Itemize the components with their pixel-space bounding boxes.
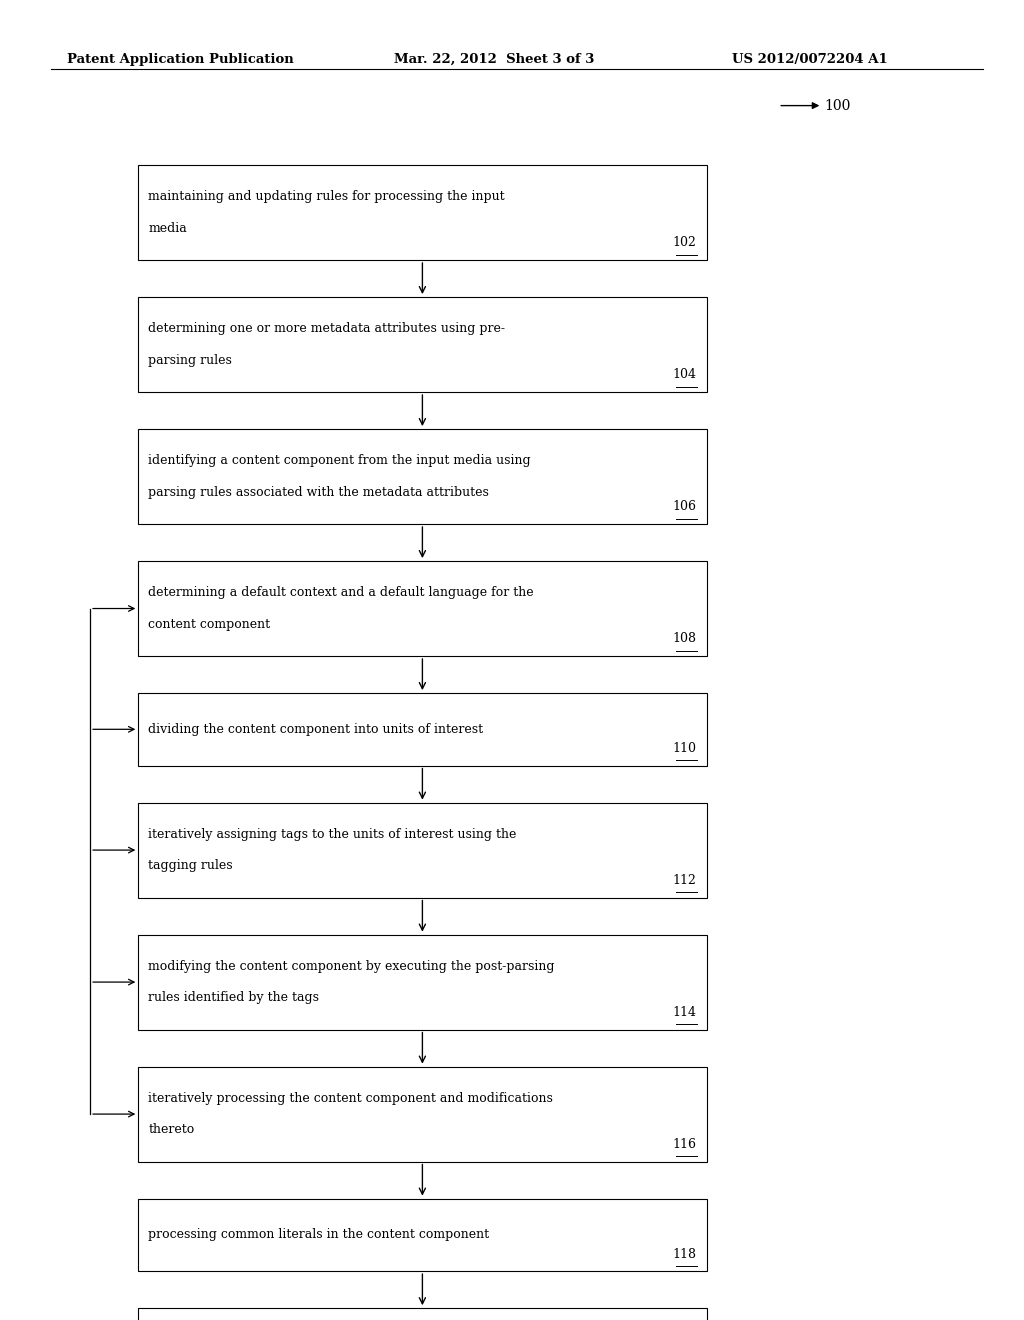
Bar xyxy=(138,429,707,524)
Text: 100: 100 xyxy=(824,99,851,112)
Text: processing common literals in the content component: processing common literals in the conten… xyxy=(148,1229,489,1241)
Bar xyxy=(138,693,707,766)
Bar xyxy=(138,165,707,260)
Text: Patent Application Publication: Patent Application Publication xyxy=(67,53,293,66)
Bar xyxy=(138,1199,707,1271)
Text: tagging rules: tagging rules xyxy=(148,859,233,873)
Text: 112: 112 xyxy=(673,874,696,887)
Text: 102: 102 xyxy=(673,236,696,249)
Text: Mar. 22, 2012  Sheet 3 of 3: Mar. 22, 2012 Sheet 3 of 3 xyxy=(394,53,595,66)
Text: 110: 110 xyxy=(673,742,696,755)
Bar xyxy=(138,803,707,898)
Text: 106: 106 xyxy=(673,500,696,513)
Bar xyxy=(138,297,707,392)
Text: 116: 116 xyxy=(673,1138,696,1151)
Text: content component: content component xyxy=(148,618,270,631)
Bar xyxy=(138,1067,707,1162)
Text: 118: 118 xyxy=(673,1247,696,1261)
Text: determining one or more metadata attributes using pre-: determining one or more metadata attribu… xyxy=(148,322,506,335)
Text: rules identified by the tags: rules identified by the tags xyxy=(148,991,319,1005)
Text: iteratively processing the content component and modifications: iteratively processing the content compo… xyxy=(148,1092,553,1105)
Text: US 2012/0072204 A1: US 2012/0072204 A1 xyxy=(732,53,888,66)
Text: media: media xyxy=(148,222,187,235)
Text: 114: 114 xyxy=(673,1006,696,1019)
Text: maintaining and updating rules for processing the input: maintaining and updating rules for proce… xyxy=(148,190,505,203)
Bar xyxy=(138,935,707,1030)
Text: identifying a content component from the input media using: identifying a content component from the… xyxy=(148,454,531,467)
Bar xyxy=(138,1308,707,1320)
Text: 108: 108 xyxy=(673,632,696,645)
Text: parsing rules associated with the metadata attributes: parsing rules associated with the metada… xyxy=(148,486,489,499)
Text: dividing the content component into units of interest: dividing the content component into unit… xyxy=(148,723,483,735)
Text: 104: 104 xyxy=(673,368,696,381)
Text: iteratively assigning tags to the units of interest using the: iteratively assigning tags to the units … xyxy=(148,828,517,841)
Text: parsing rules: parsing rules xyxy=(148,354,232,367)
Bar xyxy=(138,561,707,656)
Text: determining a default context and a default language for the: determining a default context and a defa… xyxy=(148,586,535,599)
Text: thereto: thereto xyxy=(148,1123,195,1137)
Text: modifying the content component by executing the post-parsing: modifying the content component by execu… xyxy=(148,960,555,973)
